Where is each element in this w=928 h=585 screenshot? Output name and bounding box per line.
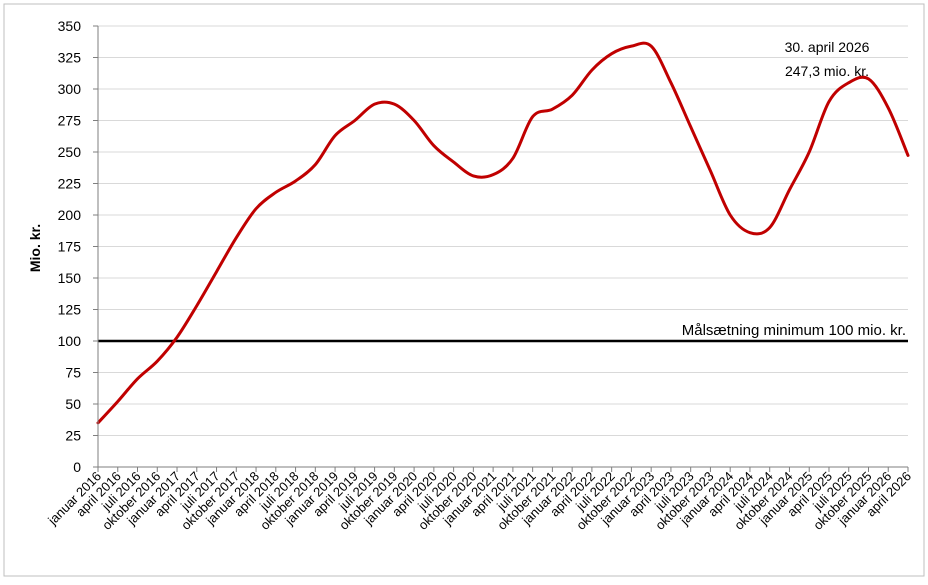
y-tick-label: 225 (58, 176, 82, 192)
y-tick-label: 200 (58, 207, 82, 223)
y-tick-label: 100 (58, 333, 82, 349)
target-reference-label: Målsætning minimum 100 mio. kr. (682, 322, 906, 339)
last-value-date-annotation: 30. april 2026 (785, 39, 870, 55)
y-tick-label: 350 (58, 18, 82, 34)
y-tick-label: 150 (58, 270, 82, 286)
y-tick-label: 0 (73, 459, 81, 475)
y-tick-label: 250 (58, 144, 82, 160)
y-tick-label: 75 (65, 365, 81, 381)
y-tick-label: 125 (58, 302, 82, 318)
y-tick-label: 325 (58, 50, 82, 66)
chart-border (3, 3, 925, 577)
y-tick-label: 300 (58, 81, 82, 97)
y-tick-label: 175 (58, 239, 82, 255)
y-tick-label: 275 (58, 113, 82, 129)
last-value-amount-annotation: 247,3 mio. kr. (785, 63, 869, 79)
series-line (96, 41, 910, 425)
y-tick-label: 50 (65, 396, 81, 412)
y-axis-title: Mio. kr. (27, 224, 43, 272)
y-tick-label: 25 (65, 428, 81, 444)
